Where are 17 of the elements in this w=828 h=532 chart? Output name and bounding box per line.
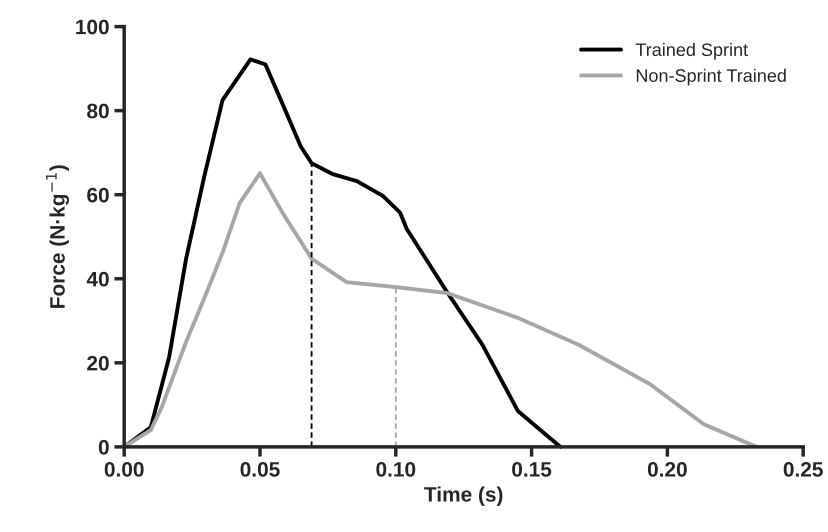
y-tick-label: 100 bbox=[76, 20, 109, 34]
x-tick-label: 0.25 bbox=[784, 462, 823, 477]
x-axis-title: Time (s) bbox=[424, 486, 502, 506]
y-tick-label: 0 bbox=[98, 440, 109, 455]
line-series bbox=[122, 171, 759, 449]
x-tick-label: 0.05 bbox=[240, 462, 280, 477]
y-tick-label: 80 bbox=[87, 104, 109, 118]
x-tick-label: 0.15 bbox=[512, 462, 552, 477]
x-tick-label: 0.20 bbox=[648, 462, 687, 477]
x-tick-label: 0.10 bbox=[376, 462, 416, 477]
legend-label: Non-Sprint Trained bbox=[636, 68, 786, 86]
legend-label: Trained Sprint bbox=[636, 42, 748, 60]
y-tick-label: 40 bbox=[86, 272, 109, 287]
y-tick-label: 60 bbox=[87, 188, 109, 202]
x-tick-label: 0.00 bbox=[104, 462, 144, 477]
y-tick-label: 20 bbox=[87, 356, 109, 371]
y-axis-title: Force (N·kg$^{−1}$) bbox=[46, 165, 69, 308]
